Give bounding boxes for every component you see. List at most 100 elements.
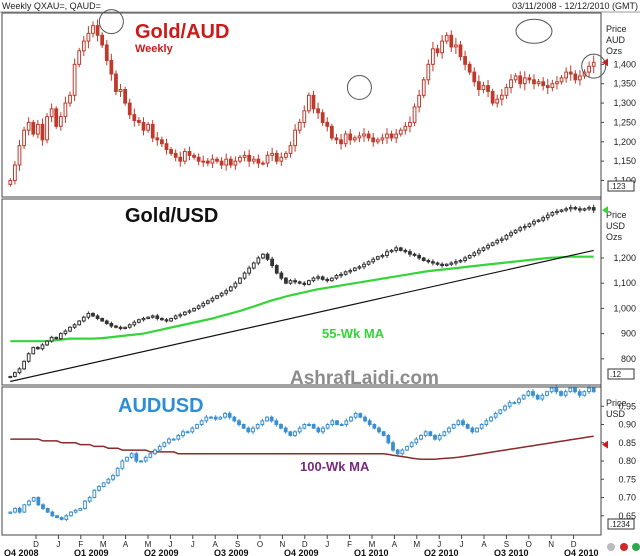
x-month-label: M <box>100 540 107 549</box>
gold-aud-candle-body <box>564 71 569 79</box>
gold-aud-candle-body <box>440 40 444 54</box>
audusd-candle-body <box>143 456 148 462</box>
gold-usd-candle-body <box>270 258 275 267</box>
gold-usd-candle-body <box>187 310 192 313</box>
gold-usd-candle-body <box>307 280 311 285</box>
gold-aud-candle-body <box>261 162 265 165</box>
audusd-candle-body <box>531 391 535 396</box>
audusd-candle-body <box>45 507 50 513</box>
gold-aud-candle-body <box>426 63 431 81</box>
gold-usd-candle-body <box>274 265 279 274</box>
gold-usd-candle-body <box>150 315 155 318</box>
audusd-candle-body <box>293 431 297 436</box>
audusd-candle-body <box>405 445 409 451</box>
gold-usd-candle-body <box>238 277 242 284</box>
gold-usd-candle-body <box>532 220 536 225</box>
gold-usd-candle-body <box>568 207 573 210</box>
audusd-candle-body <box>419 434 423 440</box>
audusd-candle-body <box>251 427 255 433</box>
audusd-candle-body <box>190 427 195 433</box>
gold-aud-candle-body <box>490 90 495 104</box>
gold-aud-candle-body <box>476 81 481 91</box>
gold-usd-candle-body <box>444 263 449 267</box>
gold-usd-candle-body <box>449 262 454 265</box>
x-quarter-label: Q3 2009 <box>214 548 249 556</box>
audusd-candle-body <box>367 420 372 426</box>
gold-aud-candle-body <box>522 77 527 85</box>
gold-aud-candle-body <box>499 94 504 100</box>
gold-usd-candle-body <box>499 238 504 241</box>
audusd-candle-body <box>307 424 311 426</box>
last-value-box-label: .123 <box>610 182 626 191</box>
watermark-text: AshrafLaidi.com <box>290 368 439 389</box>
gold-usd-candle-body <box>63 330 68 335</box>
audusd-candle-body <box>64 515 69 520</box>
gold-usd-candle-body <box>518 227 523 231</box>
gold-aud-candle-body <box>210 158 215 164</box>
gold-usd-candle-body <box>279 272 284 279</box>
gold-usd-candle-body <box>297 281 302 284</box>
gold-usd-candle-body <box>591 207 596 211</box>
gold-usd-candle-body <box>228 286 233 292</box>
scroll-left-icon[interactable] <box>607 543 615 551</box>
gold-aud-candle-body <box>68 94 72 104</box>
audusd-candle-body <box>27 500 31 506</box>
gold-usd-candle-body <box>114 325 118 328</box>
zoom-icon[interactable] <box>620 543 628 551</box>
gold-usd-candle-body <box>265 253 270 260</box>
gold-aud-candle-body <box>201 160 206 163</box>
audusd-candle-body <box>554 387 559 393</box>
x-month-label: N <box>280 540 286 549</box>
y-tick-label: 0.85 <box>618 438 636 448</box>
gold-aud-candle-body <box>518 75 523 85</box>
gold-aud-candle-body <box>302 110 307 123</box>
audusd-candle-body <box>573 387 577 393</box>
gold-usd-candle-body <box>467 254 472 259</box>
x-quarter-label: Q2 2010 <box>424 548 459 556</box>
x-month-label: J <box>191 540 195 549</box>
audusd-candle-body <box>409 442 414 447</box>
gold-aud-candle-body <box>192 154 196 158</box>
gold-usd-candle-body <box>476 249 481 254</box>
audusd-candle-body <box>134 453 139 462</box>
audusd-candle-body <box>493 413 498 418</box>
gold-usd-candle-body <box>104 320 109 325</box>
gold-usd-candle-body <box>169 317 173 322</box>
audusd-candle-body <box>461 420 465 426</box>
audusd-candle-body <box>353 413 358 418</box>
audusd-candle-body <box>139 460 143 463</box>
audusd-candle-body <box>185 431 190 434</box>
gold-usd-candle-body <box>440 263 444 267</box>
gold-usd-candle-body <box>201 302 206 307</box>
audusd-candle-body <box>447 427 451 433</box>
audusd-candle-body <box>171 438 176 441</box>
audusd-candle-body <box>167 438 171 444</box>
audusd-title: AUDUSD <box>118 395 204 417</box>
gold-usd-candle-body <box>513 229 518 234</box>
gold-aud-candle-body <box>132 114 137 121</box>
gold-usd-candle-body <box>573 207 578 210</box>
gold-aud-candle-body <box>224 158 229 166</box>
audusd-candle-body <box>269 416 274 422</box>
audusd-candle-body <box>255 424 260 429</box>
scroll-right-icon[interactable] <box>632 543 640 551</box>
gold-aud-candle-body <box>95 25 100 36</box>
gold-aud-candle-body <box>504 87 509 96</box>
gold-aud-candle-body <box>54 108 59 127</box>
audusd-candle-body <box>484 420 489 426</box>
audusd-candle-body <box>176 434 181 440</box>
x-month-label: O <box>257 540 263 549</box>
audusd-candle-body <box>391 442 395 451</box>
gold-aud-candle-body <box>293 129 297 147</box>
audusd-candle-body <box>591 387 596 393</box>
gold-usd-candle-body <box>366 261 371 265</box>
audusd-candle-body <box>549 387 554 393</box>
gold-aud-candle-body <box>509 79 513 89</box>
gold-usd-candle-body <box>522 225 527 229</box>
gold-aud-candle-body <box>91 25 95 34</box>
ma55-label: 55-Wk MA <box>322 326 385 341</box>
audusd-candle-body <box>69 511 73 517</box>
audusd-candle-body <box>475 427 479 433</box>
audusd-candle-body <box>283 427 288 433</box>
gold-aud-candle-body <box>86 32 91 42</box>
